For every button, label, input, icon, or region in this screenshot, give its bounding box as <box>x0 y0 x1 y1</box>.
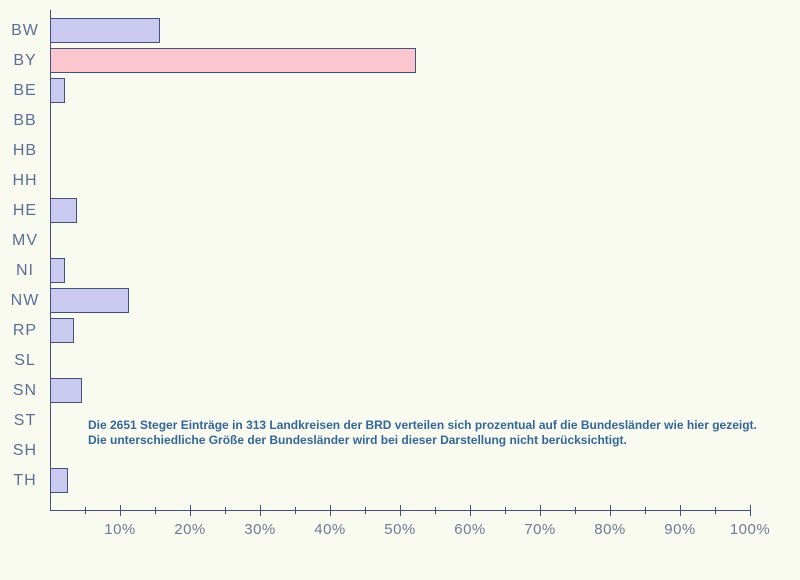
y-axis-label: TH <box>13 471 37 489</box>
y-axis-label: SN <box>12 381 38 399</box>
x-minor-tick <box>575 507 576 514</box>
y-axis-label: HE <box>12 201 38 219</box>
x-minor-tick <box>295 507 296 514</box>
x-tick-label: 100% <box>729 521 771 538</box>
x-major-tick <box>610 505 611 516</box>
x-major-tick <box>680 505 681 516</box>
bar-rp <box>50 318 74 343</box>
annotation-line-1: Die 2651 Steger Einträge in 313 Landkrei… <box>88 418 757 432</box>
bar-sn <box>50 378 82 403</box>
y-axis-label: BY <box>13 51 37 69</box>
x-minor-tick <box>365 507 366 514</box>
y-axis-label: SL <box>14 351 36 369</box>
bar-be <box>50 78 65 103</box>
y-axis-label: HH <box>12 171 38 189</box>
bar-he <box>50 198 77 223</box>
x-major-tick <box>470 505 471 516</box>
x-major-tick <box>750 505 751 516</box>
x-tick-label: 40% <box>314 521 346 538</box>
x-major-tick <box>190 505 191 516</box>
x-major-tick <box>540 505 541 516</box>
y-axis-label: BB <box>13 111 37 129</box>
x-tick-label: 80% <box>594 521 626 538</box>
x-minor-tick <box>435 507 436 514</box>
bar-th <box>50 468 68 493</box>
x-minor-tick <box>155 507 156 514</box>
x-minor-tick <box>85 507 86 514</box>
y-axis-label: BE <box>13 81 37 99</box>
x-major-tick <box>330 505 331 516</box>
x-tick-label: 90% <box>664 521 696 538</box>
x-tick-label: 60% <box>454 521 486 538</box>
annotation-line-2: Die unterschiedliche Größe der Bundeslän… <box>88 433 627 447</box>
x-tick-label: 10% <box>104 521 136 538</box>
x-tick-label: 50% <box>384 521 416 538</box>
y-axis-label: NI <box>16 261 34 279</box>
bar-ni <box>50 258 65 283</box>
bar-bw <box>50 18 160 43</box>
y-axis-label: BW <box>11 21 39 39</box>
x-major-tick <box>260 505 261 516</box>
x-tick-label: 20% <box>174 521 206 538</box>
x-minor-tick <box>715 507 716 514</box>
x-minor-tick <box>645 507 646 514</box>
x-major-tick <box>120 505 121 516</box>
bar-by <box>50 48 416 73</box>
x-tick-label: 30% <box>244 521 276 538</box>
x-tick-label: 70% <box>524 521 556 538</box>
bar-nw <box>50 288 129 313</box>
y-axis-label: RP <box>12 321 38 339</box>
y-axis-label: ST <box>13 411 37 429</box>
y-axis-label: NW <box>10 291 40 309</box>
y-axis-label: MV <box>12 231 38 249</box>
y-axis-label: SH <box>12 441 38 459</box>
chart-annotation: Die 2651 Steger Einträge in 313 Landkrei… <box>88 418 778 448</box>
x-major-tick <box>400 505 401 516</box>
y-axis-label: HB <box>12 141 38 159</box>
x-minor-tick <box>225 507 226 514</box>
x-minor-tick <box>505 507 506 514</box>
